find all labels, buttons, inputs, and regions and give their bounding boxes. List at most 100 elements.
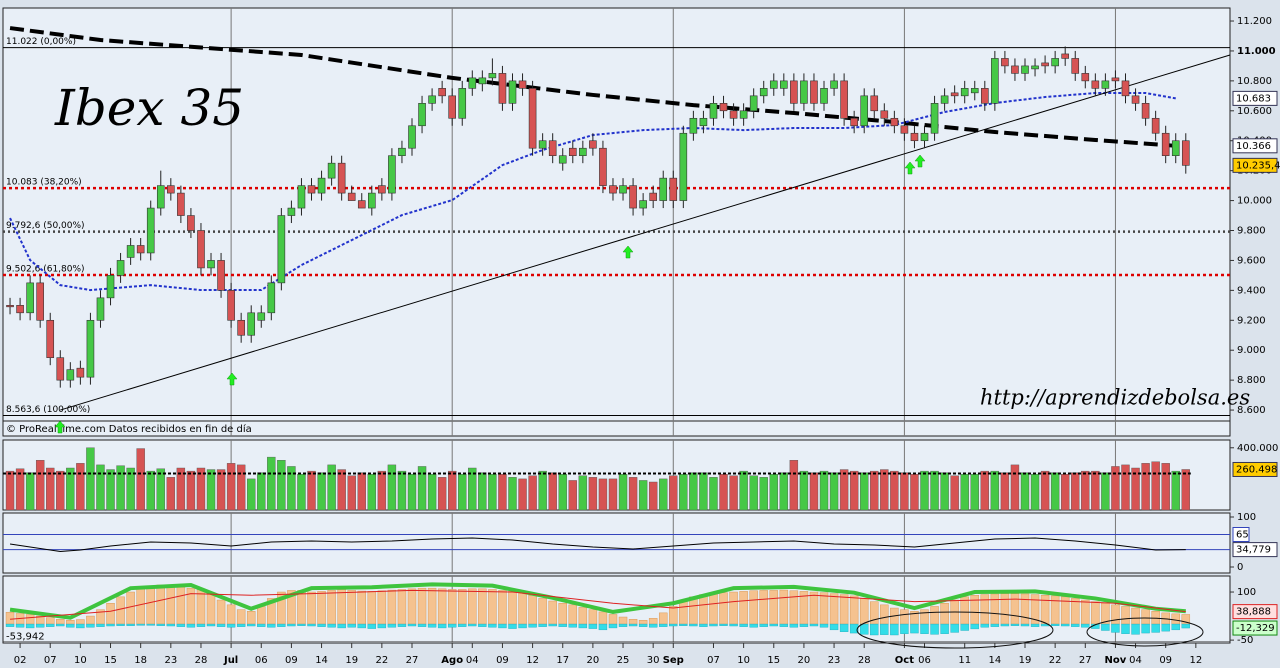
histogram-bar — [538, 598, 547, 625]
y-tick-label: 9.400 — [1237, 285, 1266, 296]
x-tick-label: 06 — [255, 655, 268, 666]
negative-bar — [216, 623, 226, 627]
candle-body — [1161, 132, 1170, 156]
histogram-bar — [839, 594, 849, 625]
candle-body — [1021, 65, 1029, 74]
histogram-bar — [427, 587, 437, 625]
negative-bar — [880, 623, 889, 635]
histogram-bar — [769, 590, 779, 625]
negative-bar — [558, 623, 567, 627]
volume-bar — [1131, 467, 1140, 511]
negative-bar — [287, 623, 296, 627]
volume-bar — [970, 474, 979, 511]
x-tick-label: Sep — [663, 655, 684, 666]
x-tick-label: 28 — [195, 655, 208, 666]
volume-bar — [347, 475, 356, 511]
candle-body — [840, 80, 848, 119]
candle-body — [538, 140, 547, 149]
negative-bar — [659, 623, 668, 627]
volume-bar — [809, 472, 819, 511]
x-tick-label: 25 — [617, 655, 630, 666]
candle-body — [116, 260, 125, 276]
volume-bar — [427, 474, 437, 511]
histogram-bar — [628, 619, 638, 625]
negative-bar — [1181, 623, 1190, 629]
candle-body — [227, 290, 235, 321]
histogram-bar — [397, 589, 407, 625]
histogram-bar — [116, 596, 125, 625]
negative-bar — [568, 623, 577, 628]
negative-bar — [689, 623, 698, 627]
histogram-bar — [387, 589, 397, 625]
volume-bar — [548, 472, 557, 511]
x-tick-label: 10 — [737, 655, 750, 666]
candle-body — [558, 155, 567, 164]
candle-body — [86, 319, 95, 378]
negative-bar — [528, 623, 537, 628]
histogram-bar — [759, 590, 768, 625]
candle-body — [659, 177, 668, 201]
histogram-bar — [407, 588, 417, 625]
volume-bar — [910, 474, 919, 511]
candle-body — [408, 125, 416, 149]
ma-label: 10.683 — [1236, 93, 1271, 104]
negative-bar — [538, 623, 547, 627]
candle-body — [759, 88, 768, 97]
volume-bar — [508, 477, 517, 511]
negative-bar — [518, 623, 527, 629]
volume-bar — [1111, 466, 1120, 511]
x-tick-label: 07 — [707, 655, 720, 666]
candle-body — [508, 80, 517, 104]
negative-bar — [76, 623, 85, 629]
histogram-bar — [457, 589, 467, 625]
negative-bar — [1071, 623, 1080, 627]
candle-body — [1091, 80, 1100, 89]
histogram-bar — [1091, 601, 1100, 625]
candle-body — [639, 200, 647, 209]
negative-bar — [548, 623, 557, 627]
histogram-bar — [216, 599, 226, 625]
candle-body — [438, 88, 446, 97]
volume-bar — [447, 470, 457, 511]
negative-bar — [1030, 623, 1040, 627]
histogram-bar — [1010, 593, 1020, 625]
volume-bar — [1151, 461, 1160, 511]
candle-body — [217, 260, 225, 291]
volume-bar — [940, 472, 949, 511]
negative-bar — [66, 623, 75, 628]
candle-body — [6, 305, 14, 308]
candle-body — [528, 88, 537, 149]
annotation-ellipse — [1086, 617, 1204, 647]
volume-bar — [849, 470, 859, 511]
negative-bar — [779, 623, 789, 627]
volume-bar — [166, 477, 176, 511]
volume-bar — [1171, 470, 1180, 511]
volume-bar — [468, 467, 477, 511]
negative-bar — [920, 623, 929, 634]
volume-bar — [236, 464, 246, 511]
histogram-bar — [498, 590, 507, 625]
volume-bar — [437, 477, 447, 511]
histogram-bar — [337, 589, 346, 625]
negative-bar — [628, 623, 638, 627]
volume-label: 260.498 — [1236, 464, 1277, 475]
annotation-ellipse — [856, 611, 1054, 649]
candle-body — [76, 367, 85, 378]
x-tick-label: 10 — [74, 655, 87, 666]
volume-bar — [860, 472, 869, 511]
volume-bar — [116, 465, 125, 511]
negative-bar — [367, 623, 377, 629]
x-tick-label: 09 — [496, 655, 509, 666]
candle-body — [649, 192, 657, 201]
volume-bar — [578, 475, 588, 511]
histogram-bar — [347, 590, 356, 625]
volume-bar — [257, 472, 266, 511]
negative-bar — [1171, 623, 1180, 631]
negative-bar — [146, 623, 155, 626]
volume-bar — [839, 469, 849, 511]
negative-bar — [608, 623, 618, 629]
x-tick-label: 02 — [14, 655, 27, 666]
negative-bar — [1020, 623, 1030, 627]
histogram-bar — [56, 619, 65, 625]
volume-bar — [558, 474, 567, 511]
